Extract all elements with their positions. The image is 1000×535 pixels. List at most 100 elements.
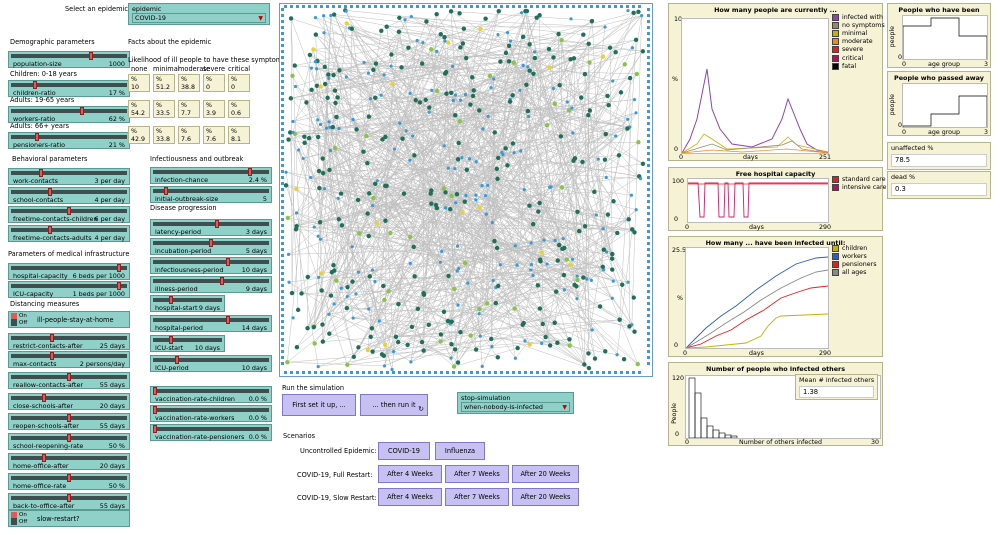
home-office-after-slider[interactable]: home-office-after 20 days [8,453,130,470]
slider-handle[interactable] [42,394,47,402]
freetime-contacts-adults-slider[interactable]: freetime-contacts-adults 4 per day [8,225,130,242]
close-schools-after-slider[interactable]: close-schools-after 20 days [8,393,130,410]
slider-handle[interactable] [50,352,55,360]
icu-start-slider[interactable]: ICU-start 10 days [150,335,225,352]
slow-restart-7w-button[interactable]: After 7 Weeks [445,488,509,506]
slider-track[interactable] [153,298,222,302]
slider-handle[interactable] [80,107,85,115]
population-size-slider[interactable]: population-size 1000 [8,51,130,68]
slider-track[interactable] [153,170,269,174]
influenza-button[interactable]: Influenza [435,442,485,460]
slider-track[interactable] [11,396,127,400]
full-restart-4w-button[interactable]: After 4 Weeks [378,465,442,483]
slider-track[interactable] [153,338,222,342]
slider-handle[interactable] [220,277,225,285]
slider-track[interactable] [11,190,127,194]
slider-handle[interactable] [169,296,174,304]
slow-restart-20w-button[interactable]: After 20 Weeks [512,488,579,506]
icu-period-slider[interactable]: ICU-period 10 days [150,355,272,372]
slider-handle[interactable] [67,414,71,422]
slider-track[interactable] [11,83,127,87]
world-view[interactable] [279,3,653,377]
chooser-value[interactable]: COVID-19 ▼ [132,13,266,23]
school-contacts-slider[interactable]: school-contacts 4 per day [8,187,130,204]
slider-track[interactable] [11,171,127,175]
slider-handle[interactable] [39,169,43,177]
vaccination-rate-pensioners-slider[interactable]: vaccination-rate-pensioners 0.0 % [150,424,272,441]
slider-track[interactable] [153,222,269,226]
slider-handle[interactable] [153,425,157,433]
slider-handle[interactable] [67,494,71,502]
slider-track[interactable] [11,228,127,232]
slider-handle[interactable] [67,373,71,381]
slider-handle[interactable] [89,52,94,60]
slider-track[interactable] [153,389,269,393]
illness-period-slider[interactable]: illness-period 9 days [150,276,272,293]
slider-handle[interactable] [33,81,38,89]
children-ratio-slider[interactable]: children-ratio 17 % [8,80,130,97]
vaccination-rate-workers-slider[interactable]: vaccination-rate-workers 0.0 % [150,405,272,422]
slider-handle[interactable] [67,434,71,442]
incubation-period-slider[interactable]: incubation-period 5 days [150,238,272,255]
slider-track[interactable] [153,279,269,283]
slow-restart-4w-button[interactable]: After 4 Weeks [378,488,442,506]
slider-handle[interactable] [34,133,39,141]
slider-track[interactable] [153,408,269,412]
slider-handle[interactable] [225,258,230,266]
restrict-contacts-after-slider[interactable]: restrict-contacts-after 25 days [8,333,130,350]
stop-simulation-chooser[interactable]: stop-simulation when-nobody-is-infected ▼ [457,392,574,414]
chooser-value[interactable]: when-nobody-is-infected ▼ [461,402,570,412]
slider-handle[interactable] [67,474,71,482]
slider-track[interactable] [11,135,127,139]
ill-people-stay-at-home-switch[interactable]: On Off ill-people-stay-at-home [8,311,130,328]
slider-handle[interactable] [50,334,55,342]
initial-outbreak-size-slider[interactable]: initial-outbreak-size 5 [150,186,272,203]
hospital-period-slider[interactable]: hospital-period 14 days [150,315,272,332]
slider-handle[interactable] [169,336,174,344]
slider-handle[interactable] [175,356,180,364]
slider-track[interactable] [11,266,127,270]
slider-handle[interactable] [42,454,47,462]
slider-track[interactable] [11,284,127,288]
slider-handle[interactable] [214,220,219,228]
workers-ratio-slider[interactable]: workers-ratio 62 % [8,106,130,123]
full-restart-7w-button[interactable]: After 7 Weeks [445,465,509,483]
go-button[interactable]: ... then run it ↻ [360,394,428,416]
slider-handle[interactable] [153,406,157,414]
slider-handle[interactable] [164,187,169,195]
full-restart-20w-button[interactable]: After 20 Weeks [512,465,579,483]
back-to-office-after-slider[interactable]: back-to-office-after 55 days [8,493,130,510]
slider-track[interactable] [153,358,269,362]
infection-chance-slider[interactable]: infection-chance 2.4 % [150,167,272,184]
slider-track[interactable] [11,109,127,113]
reopen-schools-after-slider[interactable]: reopen-schools-after 55 days [8,413,130,430]
slider-handle[interactable] [47,226,52,234]
setup-button[interactable]: First set it up, ... [282,394,356,416]
slider-handle[interactable] [225,316,230,324]
slider-handle[interactable] [117,282,122,290]
slider-track[interactable] [11,336,127,340]
slider-handle[interactable] [67,207,71,215]
slider-track[interactable] [11,354,127,358]
slider-track[interactable] [153,260,269,264]
freetime-contacts-children-slider[interactable]: freetime-contacts-children 6 per day [8,206,130,223]
slider-handle[interactable] [209,239,213,247]
slider-handle[interactable] [47,188,52,196]
home-office-rate-slider[interactable]: home-office-rate 50 % [8,473,130,490]
covid-button[interactable]: COVID-19 [378,442,430,460]
slow-restart-switch[interactable]: On Off slow-restart? [8,510,130,527]
epidemic-chooser[interactable]: epidemic COVID-19 ▼ [128,3,270,25]
slider-track[interactable] [11,456,127,460]
icu-capacity-slider[interactable]: ICU-capacity 1 beds per 1000 [8,281,130,298]
work-contacts-slider[interactable]: work-contacts 3 per day [8,168,130,185]
school-reopening-rate-slider[interactable]: school-reopening-rate 50 % [8,433,130,450]
slider-track[interactable] [11,54,127,58]
vaccination-rate-children-slider[interactable]: vaccination-rate-children 0.0 % [150,386,272,403]
pensioners-ratio-slider[interactable]: pensioners-ratio 21 % [8,132,130,149]
hospital-start-slider[interactable]: hospital-start 9 days [150,295,225,312]
slider-track[interactable] [153,318,269,322]
latency-period-slider[interactable]: latency-period 3 days [150,219,272,236]
infectiousness-period-slider[interactable]: infectiousness-period 10 days [150,257,272,274]
slider-handle[interactable] [248,168,253,176]
reallow-contacts-after-slider[interactable]: reallow-contacts-after 55 days [8,372,130,389]
